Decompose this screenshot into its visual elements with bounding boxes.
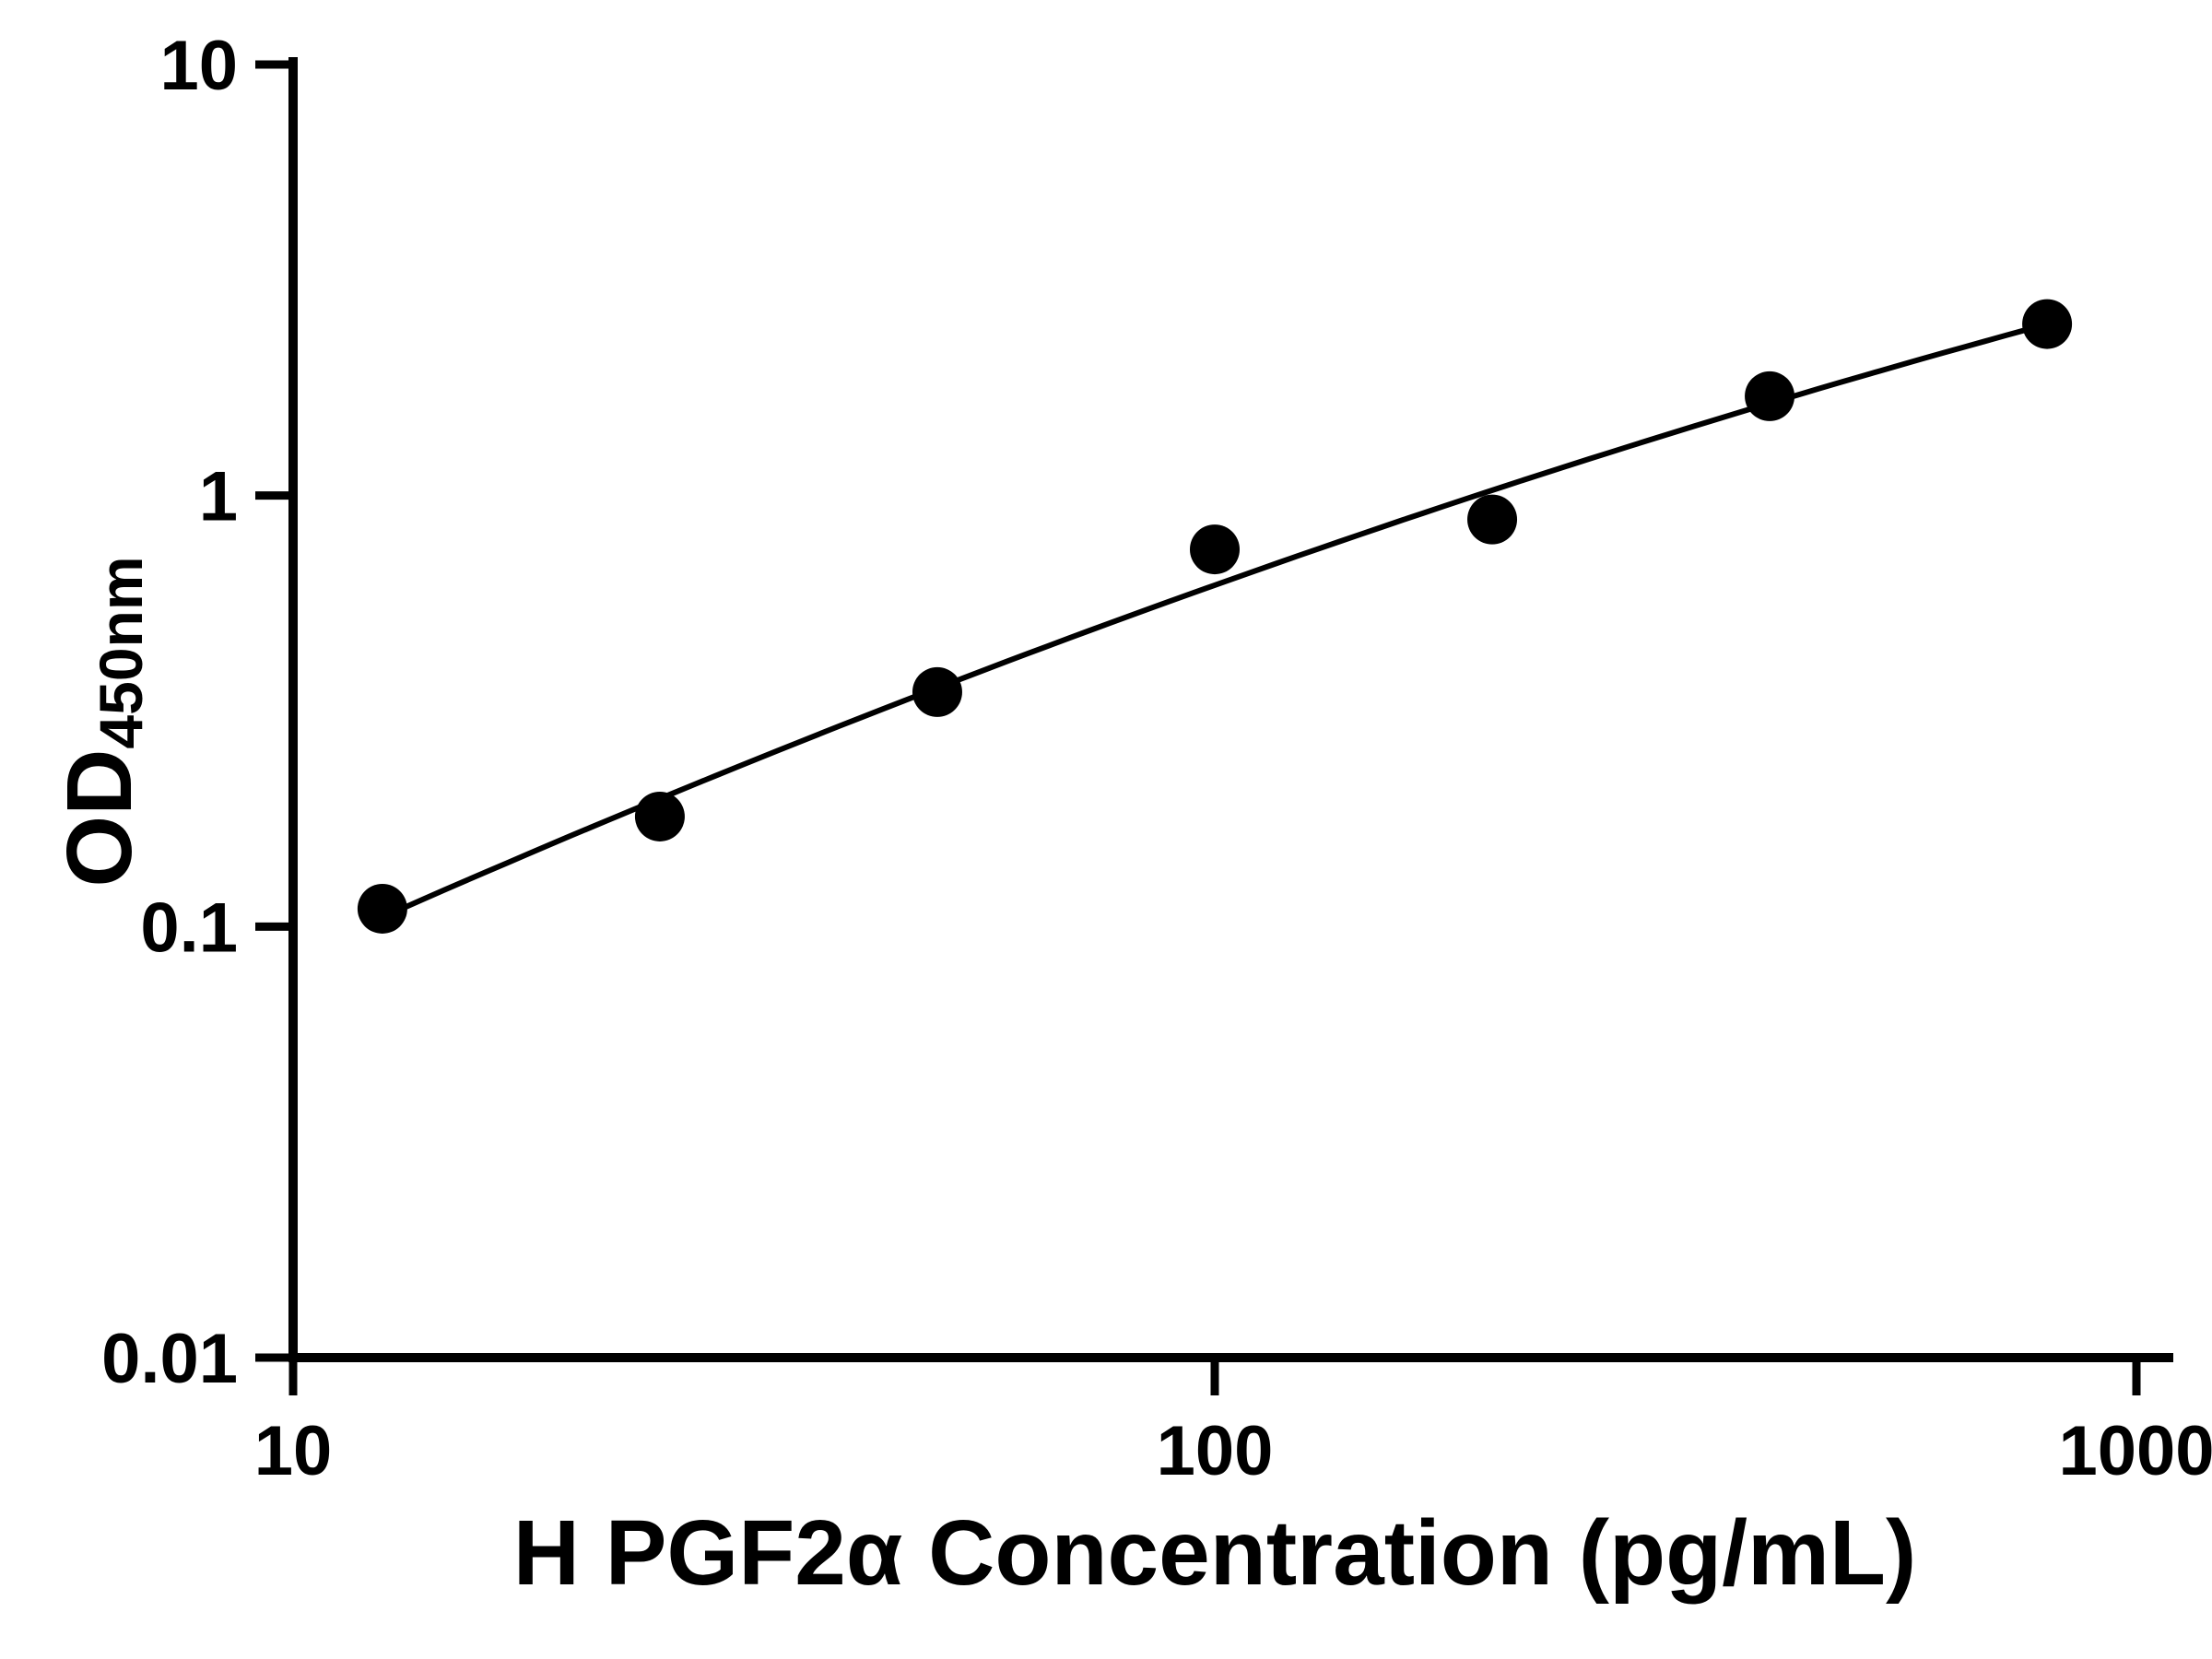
y-tick-label: 0.1 [140,888,238,967]
x-axis-label: H PGF2α Concentration (pg/mL) [512,1501,1917,1605]
y-tick-label: 0.01 [101,1320,238,1398]
data-point [634,791,685,841]
y-axis-label: OD450nm [28,514,175,929]
data-point [357,883,407,934]
y-tick-label: 1 [199,458,238,536]
y-axis-label-sub: 450nm [86,556,155,749]
y-axis-label-main: OD [48,748,152,888]
fit-curve [381,321,2048,920]
data-point [2022,299,2073,349]
y-tick-label: 10 [159,27,238,105]
x-tick-label: 100 [1157,1412,1274,1490]
data-point [1467,494,1518,545]
x-tick-label: 10 [254,1412,333,1490]
data-point [912,666,962,717]
data-point [1190,524,1240,575]
x-tick-label: 1000 [2058,1412,2212,1490]
data-point [1745,371,1795,421]
y-axis-label-inner: OD450nm [47,556,156,887]
